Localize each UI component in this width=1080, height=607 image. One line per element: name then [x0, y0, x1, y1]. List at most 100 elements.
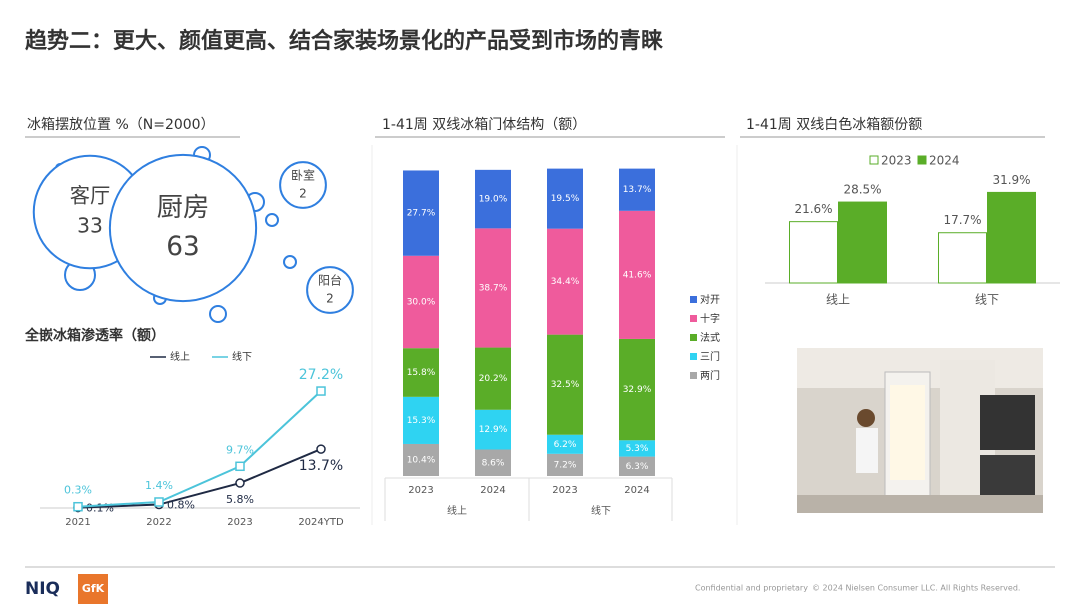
- bar-segment: [619, 338, 655, 441]
- legend-label: 三门: [700, 350, 720, 363]
- legend-label: 线上: [170, 350, 190, 363]
- bubble-label: 卧室: [291, 168, 315, 183]
- x-tick-label: 2022: [146, 517, 171, 528]
- bubble-value: 2: [299, 187, 307, 201]
- value-label: 6.2%: [554, 440, 577, 450]
- group-label: 线上: [447, 504, 467, 517]
- bubble-label: 厨房: [157, 193, 210, 223]
- bar: [938, 232, 987, 284]
- bar-segment: [475, 449, 511, 476]
- value-label: 12.9%: [479, 425, 508, 435]
- value-label: 38.7%: [479, 283, 508, 293]
- value-label: 30.0%: [407, 297, 436, 307]
- decor-bubble: [283, 255, 297, 269]
- legend-label: 2024: [929, 154, 960, 168]
- bubble: [108, 153, 258, 303]
- value-label: 6.3%: [626, 462, 649, 472]
- value-label: 9.7%: [226, 443, 254, 456]
- bar-segment: [619, 440, 655, 457]
- value-label: 19.0%: [479, 195, 508, 205]
- value-label: 32.9%: [623, 385, 652, 395]
- decor-bubble: [265, 213, 279, 227]
- x-tick-label: 2023: [552, 485, 577, 496]
- bar: [789, 221, 838, 284]
- value-label: 0.3%: [64, 484, 92, 497]
- bubble-value: 33: [77, 214, 103, 238]
- chart-title: 冰箱摆放位置 %（N=2000）: [27, 117, 215, 133]
- legend-swatch: [690, 353, 697, 360]
- value-label: 5.3%: [626, 444, 649, 454]
- bar-segment: [547, 168, 583, 229]
- legend-label: 十字: [700, 312, 720, 325]
- x-tick-label: 线下: [975, 293, 999, 307]
- bar-segment: [403, 443, 439, 476]
- value-label: 0.8%: [167, 499, 195, 512]
- bar-segment: [619, 168, 655, 211]
- x-tick-label: 线上: [826, 293, 850, 307]
- bar-segment: [619, 210, 655, 339]
- value-label: 10.4%: [407, 455, 436, 465]
- bar-segment: [475, 169, 511, 229]
- bar-segment: [619, 456, 655, 476]
- legend-swatch: [869, 155, 879, 165]
- point: [316, 444, 326, 454]
- bar: [987, 191, 1036, 284]
- decor-bubble: [209, 305, 227, 323]
- value-label: 28.5%: [843, 183, 881, 197]
- value-label: 0.1%: [86, 502, 114, 515]
- legend-label: 两门: [700, 369, 720, 382]
- line: [77, 448, 322, 509]
- bar-segment: [547, 434, 583, 454]
- value-label: 27.2%: [299, 367, 343, 383]
- photo: [797, 348, 1043, 513]
- chart-title: 1-41周 双线白色冰箱额份额: [746, 116, 922, 133]
- value-label: 17.7%: [943, 213, 981, 227]
- bar-segment: [547, 334, 583, 435]
- bubble-label: 阳台: [318, 273, 342, 288]
- legend-swatch: [690, 315, 697, 322]
- value-label: 20.2%: [479, 374, 508, 384]
- value-label: 32.5%: [551, 380, 580, 390]
- footer-copyright: © 2024 Nielsen Consumer LLC. All Rights …: [812, 584, 1020, 593]
- bar-segment: [475, 228, 511, 348]
- value-label: 7.2%: [554, 460, 577, 470]
- value-label: 13.7%: [623, 185, 652, 195]
- chart-title: 1-41周 双线冰箱门体结构（额）: [382, 117, 586, 133]
- value-label: 13.7%: [299, 458, 343, 474]
- logo-box: [78, 574, 108, 604]
- x-tick-label: 2021: [65, 517, 90, 528]
- value-label: 21.6%: [794, 202, 832, 216]
- point: [73, 501, 83, 512]
- bubble-label: 客厅: [70, 183, 110, 207]
- value-label: 1.4%: [145, 479, 173, 492]
- x-tick-label: 2023: [227, 517, 252, 528]
- bubble-value: 2: [326, 292, 334, 306]
- bubble: [279, 161, 327, 209]
- bar-segment: [475, 347, 511, 410]
- bar-segment: [475, 409, 511, 450]
- legend-label: 2023: [881, 154, 912, 168]
- value-label: 27.7%: [407, 209, 436, 219]
- footer-note: Confidential and proprietary: [695, 584, 808, 593]
- x-tick-label: 2024YTD: [298, 517, 344, 528]
- slide-title: 趋势二：更大、颜值更高、结合家装场景化的产品受到市场的青睐: [25, 28, 663, 54]
- value-label: 15.8%: [407, 368, 436, 378]
- legend-swatch: [690, 296, 697, 303]
- x-tick-label: 2023: [408, 485, 433, 496]
- chart-title: 全嵌冰箱渗透率（额）: [24, 327, 165, 344]
- value-label: 31.9%: [992, 173, 1030, 187]
- value-label: 5.8%: [226, 493, 254, 506]
- point: [235, 461, 245, 472]
- bubble-value: 63: [166, 232, 199, 262]
- logo: NIQ: [25, 579, 60, 599]
- legend-swatch: [917, 155, 927, 165]
- bar-segment: [403, 255, 439, 349]
- group-label: 线下: [591, 504, 611, 517]
- x-tick-label: 2024: [624, 485, 649, 496]
- value-label: 34.4%: [551, 277, 580, 287]
- point: [235, 478, 245, 488]
- value-label: 41.6%: [623, 270, 652, 280]
- legend-label: 对开: [700, 293, 720, 306]
- legend-label: 法式: [700, 331, 720, 344]
